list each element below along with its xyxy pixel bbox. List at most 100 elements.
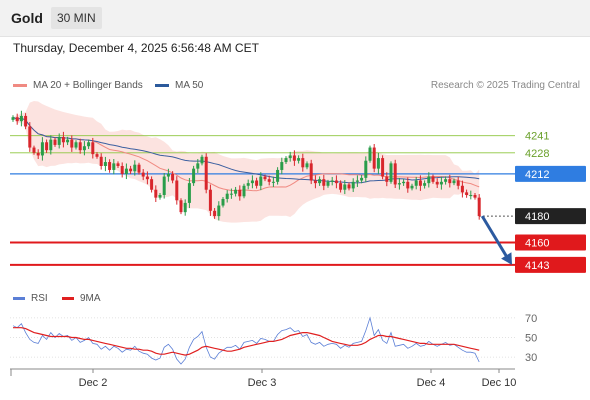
candle-body: [381, 158, 385, 177]
level-label-4241: 4241: [525, 131, 549, 143]
candle-body: [288, 155, 292, 159]
candle-body: [87, 142, 91, 147]
candle-body: [217, 205, 221, 217]
candle-body: [460, 185, 464, 193]
candle-body: [45, 142, 49, 151]
candle-body: [414, 180, 418, 186]
candle-body: [456, 180, 460, 186]
x-tick-label-3: Dec 10: [482, 377, 517, 389]
candle-body: [250, 180, 254, 184]
candle-body: [322, 179, 326, 186]
candle-body: [179, 200, 183, 213]
candle-body: [418, 180, 422, 186]
rsi-tick-50: 50: [525, 332, 537, 344]
candle-body: [36, 152, 40, 156]
symbol-title: Gold: [11, 10, 43, 26]
x-tick-label-2: Dec 4: [417, 377, 446, 389]
candle-body: [330, 180, 334, 182]
candle-body: [145, 176, 149, 180]
candle-body: [297, 158, 301, 161]
candle-body: [99, 156, 103, 166]
candle-body: [61, 137, 65, 143]
ma50-line: [12, 116, 480, 184]
candle-body: [305, 163, 309, 168]
candle-body: [74, 142, 78, 148]
candle-body: [326, 181, 330, 186]
candle-body: [301, 158, 305, 168]
timeframe-button[interactable]: 30 MIN: [51, 7, 102, 29]
forecast-arrow-shaft: [480, 215, 510, 260]
candle-body: [368, 147, 372, 161]
legend-item-9ma: 9MA: [62, 293, 101, 304]
candle-body: [166, 173, 170, 177]
candle-body: [103, 162, 107, 166]
legend-swatch-9ma: [62, 296, 74, 300]
candle-body: [435, 181, 439, 185]
candle-body: [292, 155, 296, 161]
legend-label-bollinger: MA 20 + Bollinger Bands: [33, 80, 143, 91]
candle-body: [452, 180, 456, 184]
candle-body: [57, 137, 61, 145]
level-label-4212: 4212: [525, 169, 549, 181]
candle-body: [477, 197, 481, 217]
candle-body: [187, 183, 191, 203]
level-tag-4212: [515, 165, 586, 182]
candle-body: [15, 117, 19, 122]
candle-body: [439, 181, 443, 185]
candle-body: [267, 179, 271, 182]
legend-swatch-bollinger: [13, 83, 27, 87]
candle-body: [246, 183, 250, 186]
candle-body: [402, 181, 406, 184]
candle-body: [448, 179, 452, 184]
candle-body: [91, 142, 95, 155]
candle-body: [351, 181, 355, 189]
candle-body: [24, 115, 28, 127]
candle-body: [372, 147, 376, 169]
candle-body: [313, 180, 317, 184]
candle-body: [263, 176, 267, 180]
candle-body: [393, 163, 397, 185]
candle-body: [238, 189, 242, 197]
level-tag-4143: [515, 256, 586, 273]
candle-body: [309, 163, 313, 181]
candle-body: [40, 142, 44, 156]
candle-body: [32, 147, 36, 153]
legend-item-bollinger: MA 20 + Bollinger Bands: [13, 80, 143, 91]
rsi-series-9ma: [13, 327, 480, 356]
candle-body: [465, 192, 469, 195]
candle-body: [196, 163, 200, 169]
research-credit: Research © 2025 Trading Central: [430, 80, 580, 91]
candle-body: [154, 189, 158, 198]
candle-body: [473, 195, 477, 198]
candle-body: [204, 156, 208, 190]
level-label-4180: 4180: [525, 211, 549, 223]
candle-body: [469, 195, 473, 196]
candle-body: [444, 179, 448, 182]
candle-body: [284, 158, 288, 163]
candle-body: [11, 117, 15, 120]
candle-body: [221, 198, 225, 206]
candle-body: [141, 172, 145, 177]
level-label-4160: 4160: [525, 237, 549, 249]
candle-body: [108, 162, 112, 170]
rsi-tick-30: 30: [525, 352, 537, 364]
candle-body: [137, 164, 141, 173]
x-tick-label-0: Dec 2: [79, 377, 108, 389]
candle-body: [66, 139, 70, 143]
candle-body: [175, 180, 179, 201]
candle-body: [192, 168, 196, 184]
x-tick-label-1: Dec 3: [248, 377, 277, 389]
candle-body: [19, 115, 23, 122]
legend-item-rsi: RSI: [13, 293, 48, 304]
candle-body: [280, 162, 284, 170]
level-label-4228: 4228: [525, 148, 549, 160]
rsi-tick-70: 70: [525, 313, 537, 325]
candle-body: [229, 193, 233, 195]
candle-body: [158, 195, 162, 198]
candle-body: [427, 176, 431, 184]
candle-body: [389, 163, 393, 182]
candle-body: [183, 202, 187, 213]
candle-body: [339, 183, 343, 190]
candle-body: [397, 183, 401, 185]
